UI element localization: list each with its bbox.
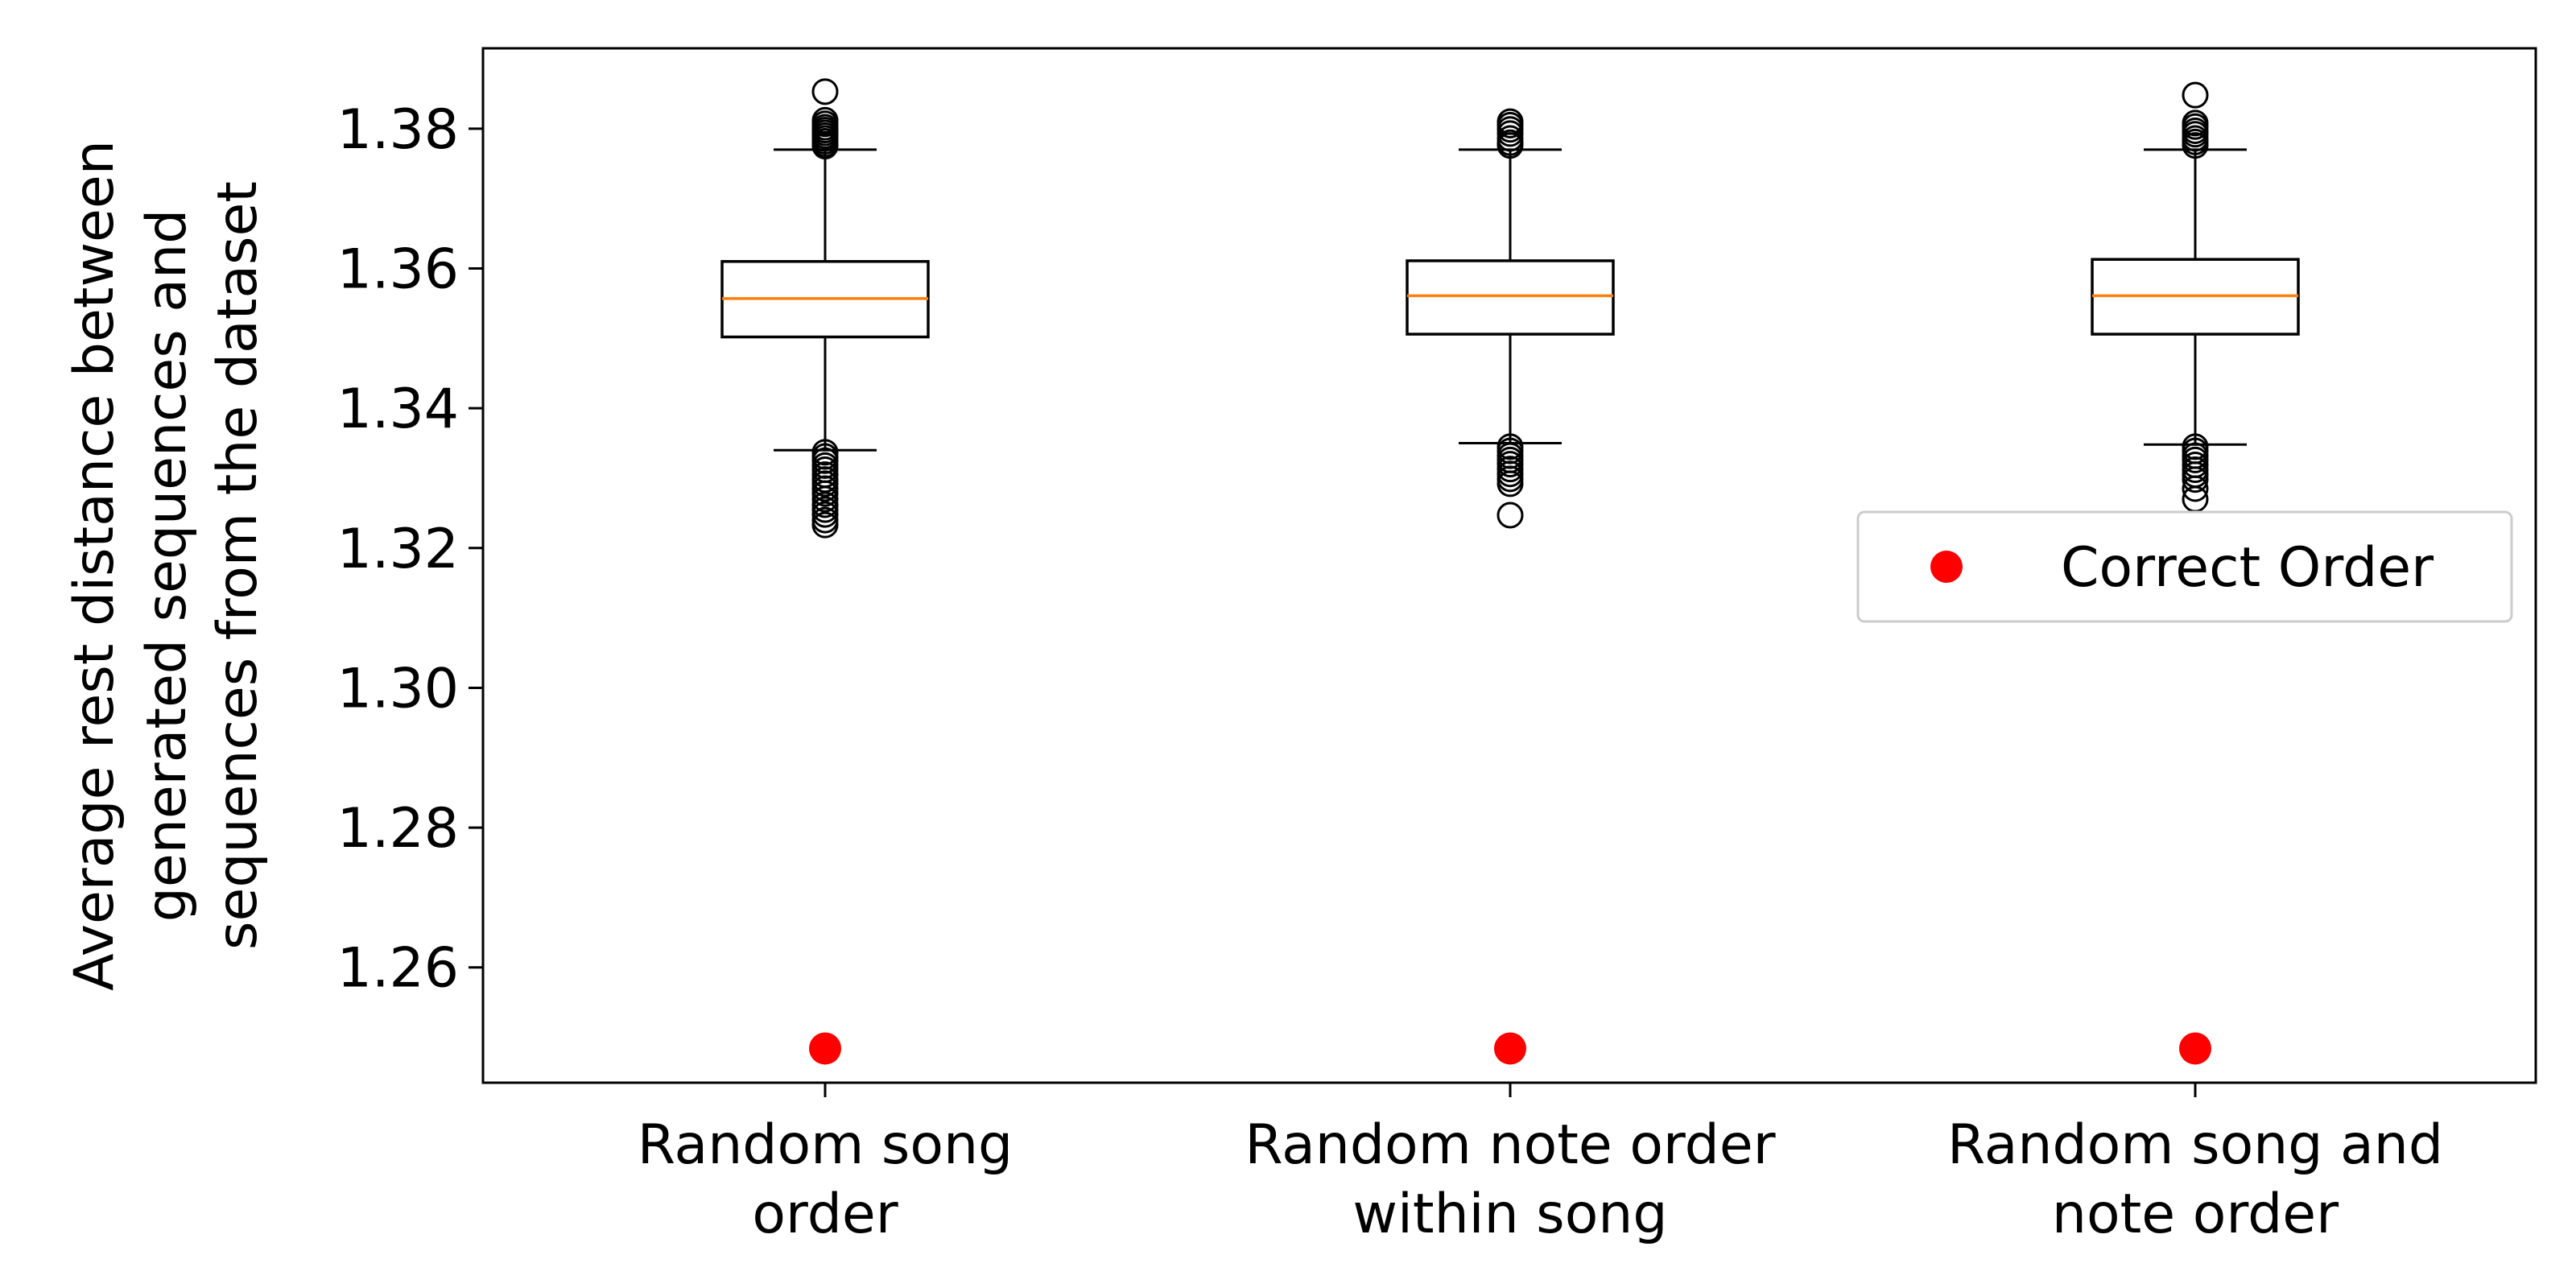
y-axis-label-line-3: sequences from the dataset — [206, 181, 270, 950]
outlier-point — [2182, 81, 2209, 109]
y-tick-label: 1.34 — [337, 378, 459, 441]
outlier-point — [2182, 475, 2209, 502]
outlier-point — [1496, 502, 1524, 529]
x-tick-label: Random note order — [1245, 1113, 1775, 1177]
correct-order-point — [1494, 1032, 1526, 1065]
legend-label-correct-order: Correct Order — [2061, 536, 2434, 600]
outlier-point — [2182, 466, 2209, 493]
y-tick-label: 1.32 — [337, 518, 459, 581]
outlier-point — [811, 133, 839, 160]
x-tick-label: Random song — [638, 1113, 1013, 1177]
y-tick-label: 1.28 — [337, 797, 459, 861]
y-tick-label: 1.36 — [337, 237, 459, 301]
outlier-point — [811, 511, 839, 539]
correct-order-markers — [809, 1032, 2211, 1065]
box-group — [1406, 108, 1615, 529]
y-axis-label-line-1: Average rest distance between — [63, 140, 126, 991]
box-group — [720, 78, 930, 539]
correct-order-point — [2179, 1032, 2211, 1065]
legend-frame — [1856, 510, 2513, 623]
y-axis: 1.26 1.28 1.30 1.32 1.34 1.36 1.38 — [337, 98, 483, 1001]
outlier-point — [1496, 132, 1524, 159]
outlier-point — [811, 480, 839, 507]
outlier-point — [2182, 132, 2209, 159]
correct-order-point — [809, 1032, 841, 1065]
legend-marker-correct-order — [1930, 551, 1963, 583]
x-tick-label: within song — [1352, 1183, 1667, 1246]
outlier-point — [811, 78, 839, 105]
x-tick-label: note order — [2052, 1183, 2339, 1246]
outlier-point — [811, 501, 839, 528]
y-axis-label-line-2: generated sequences and — [135, 209, 199, 923]
x-tick-label: Random song and — [1947, 1113, 2443, 1177]
box-iqr — [1406, 259, 1615, 336]
boxes-layer — [720, 78, 2300, 547]
box-group — [2091, 81, 2300, 547]
y-tick-label: 1.30 — [337, 657, 459, 720]
outlier-point — [811, 485, 839, 513]
y-axis-label: Average rest distance between generated … — [63, 140, 270, 991]
y-tick-label: 1.26 — [337, 937, 459, 1001]
y-tick-label: 1.38 — [337, 98, 459, 162]
outlier-point — [1496, 470, 1524, 497]
x-tick-label: order — [752, 1183, 898, 1246]
legend: Correct Order — [1856, 510, 2513, 623]
